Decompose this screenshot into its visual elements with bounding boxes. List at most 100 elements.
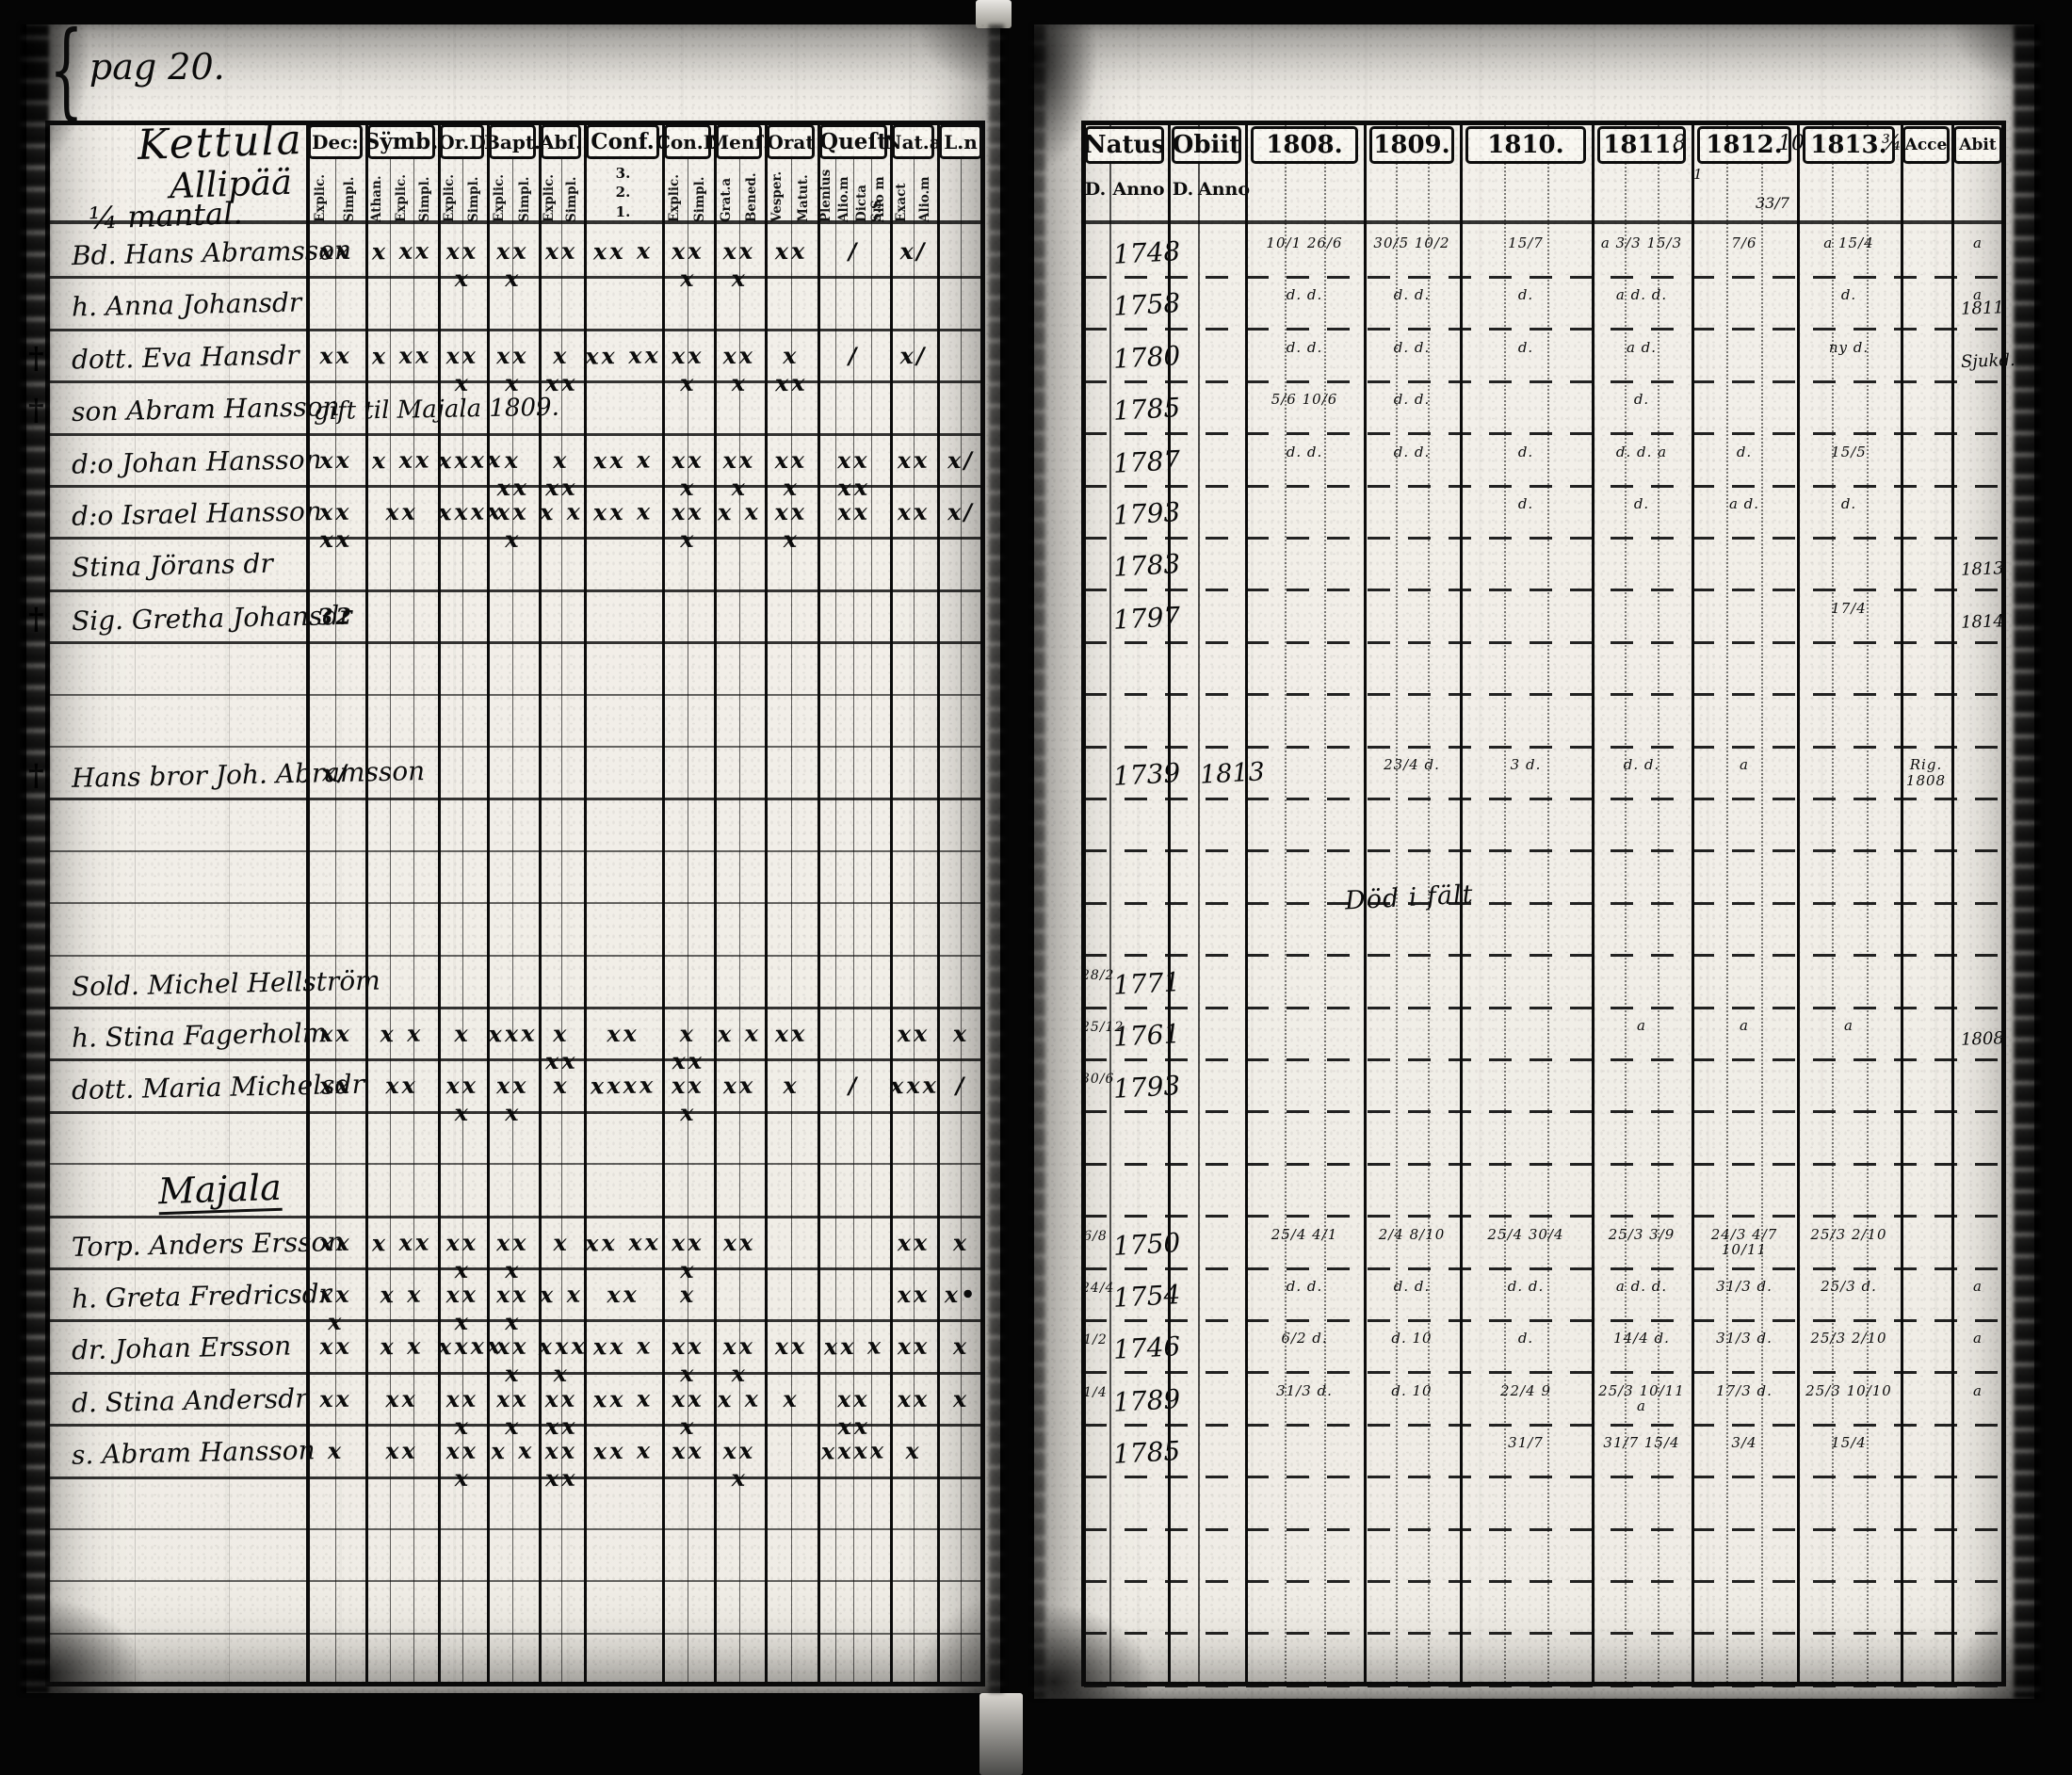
row-line-dashed xyxy=(1084,1110,2003,1114)
communion-marks-abit: a xyxy=(1973,234,1983,251)
attendance-marks-nata: x/ xyxy=(899,341,928,370)
row-line xyxy=(47,537,983,541)
attendance-marks-dec: xx xyxy=(318,1228,353,1256)
row-line xyxy=(47,1163,983,1166)
attendance-marks-symb: x x xyxy=(380,1331,424,1361)
attendance-marks-cond: x xx xyxy=(672,1019,705,1075)
row-line xyxy=(47,276,983,280)
row-line xyxy=(47,589,983,592)
attendance-marks-mens: xx xyxy=(722,1072,756,1100)
communion-marks-y1812: 3/4 xyxy=(1731,1434,1757,1452)
subheader-cond-0: Explic. xyxy=(666,174,682,222)
attendance-marks-symb: xx xyxy=(384,1384,419,1413)
attendance-marks-cond: xx x xyxy=(671,497,704,554)
subheader-quest-3: Alio m xyxy=(872,176,887,222)
communion-marks-y1812: a d. xyxy=(1728,495,1760,512)
communion-marks-y1811: a xyxy=(1637,1017,1646,1034)
communion-marks-y1810: d. xyxy=(1517,443,1534,460)
row-name: d:o Israel Hansson xyxy=(71,495,323,532)
row-line-dashed xyxy=(1084,275,2003,279)
communion-marks-y1810: 31/7 xyxy=(1508,1434,1544,1452)
section-heading: Majala xyxy=(157,1166,283,1216)
page-edge-slit-top xyxy=(976,0,1012,28)
column-header-orat: Orat xyxy=(767,124,815,159)
communion-marks-y1809: d. d. xyxy=(1393,443,1431,460)
attendance-marks-quest: xx xx xyxy=(836,1384,871,1441)
column-header-abs: Abſ. xyxy=(540,124,582,159)
subheader-symb-0: Athan. xyxy=(369,175,384,222)
attendance-marks-symb: x xx xyxy=(371,236,432,266)
natus-year: 1793 xyxy=(1112,1070,1182,1105)
communion-marks-y1810: 22/4 9 xyxy=(1500,1381,1551,1399)
communion-marks-y1813: 17/4 xyxy=(1831,599,1867,617)
column-header-bapt: Bapt. xyxy=(484,124,541,159)
attendance-marks-ord: x xyxy=(454,1019,471,1048)
attendance-marks-mens: xx x xyxy=(722,1332,756,1388)
binding-shadow-right xyxy=(2014,24,2040,1699)
communion-marks-y1813: d. xyxy=(1840,495,1857,512)
subheader-nata-1: Alio.m xyxy=(916,176,932,222)
attendance-marks-dec: xx xyxy=(318,1384,353,1413)
row-name: Stina Jörans dr xyxy=(71,548,274,584)
communion-marks-y1813: ny d. xyxy=(1828,338,1870,356)
communion-marks-y1811: 25/3 10/11 a xyxy=(1598,1381,1685,1415)
communion-marks-y1809: d. 10 xyxy=(1391,1330,1433,1347)
natus-year: 1789 xyxy=(1112,1382,1182,1418)
row-line xyxy=(47,328,983,331)
communion-marks-y1809: d. d. xyxy=(1393,286,1431,304)
attendance-marks-bapt: xx x xyxy=(495,1280,529,1336)
natus-year: 1787 xyxy=(1112,444,1182,479)
attendance-marks-abs: x xyxy=(553,1228,570,1256)
attendance-marks-conf: xx x xyxy=(592,445,654,475)
page-number-brace: { xyxy=(49,8,84,131)
left-page: Kettula Allipää ¼ mantal. Dec: Explic. Sim… xyxy=(21,24,1004,1693)
attendance-marks-bapt: xx x xyxy=(495,236,529,293)
attendance-marks-cond: xx x xyxy=(671,236,704,293)
attendance-marks-nata: xx xyxy=(897,497,931,526)
subheader-d-anno: D. xyxy=(1084,179,1107,200)
row-line-dashed xyxy=(1084,640,2003,644)
conf-class-numbers: 3. 2. 1. xyxy=(615,165,631,220)
attendance-marks-nata: x xyxy=(905,1437,922,1465)
natus-day: 24/4 xyxy=(1081,1281,1115,1296)
column-header-y1808: 1808. xyxy=(1251,126,1358,164)
natus-year: 1754 xyxy=(1112,1279,1182,1314)
attendance-marks-quest: xx xyxy=(836,497,871,526)
attendance-marks-conf: xx x xyxy=(592,497,654,526)
subheader-nata-0: Exact xyxy=(893,183,909,222)
communion-marks-y1809: d. d. xyxy=(1393,1278,1431,1295)
communion-marks-y1809: d. d. xyxy=(1393,391,1431,409)
attendance-marks-nata: xx xyxy=(897,1280,931,1309)
subheader-d-anno: Anno xyxy=(1198,179,1251,200)
attendance-marks-mens: x x xyxy=(717,1384,762,1413)
communion-marks-y1811: 31/7 15/4 xyxy=(1603,1434,1680,1452)
row-line xyxy=(47,380,983,384)
attendance-marks-dec: xx x xyxy=(318,1280,352,1336)
attendance-marks-ln: / xyxy=(955,1072,967,1100)
attendance-marks-orat: xx xyxy=(774,1019,808,1048)
column-header-y1809: 1809. xyxy=(1369,126,1454,164)
obiit-year: 1813 xyxy=(1199,757,1266,790)
attendance-marks-symb: xx xyxy=(384,497,419,526)
year-suffix-y1812: 10 xyxy=(1778,132,1805,155)
column-header-dec: Dec: xyxy=(308,124,363,159)
margin-cross-mark: † xyxy=(28,392,44,428)
attendance-marks-mens: x x xyxy=(717,497,762,526)
attendance-marks-conf: xx xyxy=(606,1019,640,1048)
subheader-symb-2: Simpl. xyxy=(417,176,432,222)
communion-marks-y1812: 17/3 d. xyxy=(1716,1381,1773,1399)
attendance-marks-dec: xx xyxy=(318,1072,353,1100)
attendance-marks-orat: x xyxy=(783,1384,800,1412)
attendance-marks-bapt: xx x xyxy=(495,1384,529,1440)
communion-marks-y1811: d. xyxy=(1633,391,1650,409)
attendance-marks-bapt: xx x xyxy=(495,497,529,554)
attendance-marks-orat: xx x xyxy=(774,497,808,554)
communion-marks-y1809: d. d. xyxy=(1393,338,1431,356)
subheader-ord-1: Simpl. xyxy=(466,176,481,222)
year-suffix-y1813: ¾ xyxy=(1882,132,1902,155)
page-number: {pag 20. xyxy=(49,8,225,130)
communion-marks-y1808: 10/1 26/6 xyxy=(1266,234,1343,251)
subheader-orat-0: Vesper. xyxy=(769,170,785,222)
subheader-orat-1: Matut. xyxy=(796,174,811,222)
